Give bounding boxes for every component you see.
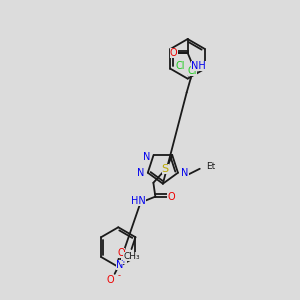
Text: O: O [170, 48, 178, 58]
Text: Et: Et [206, 162, 215, 171]
Text: N: N [116, 260, 123, 270]
Text: -: - [117, 271, 120, 280]
Text: S: S [162, 164, 169, 174]
Text: O: O [107, 275, 115, 285]
Text: N: N [137, 168, 145, 178]
Text: HN: HN [131, 196, 146, 206]
Text: N: N [181, 168, 189, 178]
Text: O: O [167, 192, 175, 202]
Text: Cl: Cl [176, 61, 185, 71]
Text: N: N [143, 152, 150, 162]
Text: +: + [121, 258, 127, 264]
Text: CH₃: CH₃ [123, 251, 140, 260]
Text: Cl: Cl [188, 66, 197, 76]
Text: O: O [118, 248, 125, 258]
Text: NH: NH [191, 61, 206, 71]
